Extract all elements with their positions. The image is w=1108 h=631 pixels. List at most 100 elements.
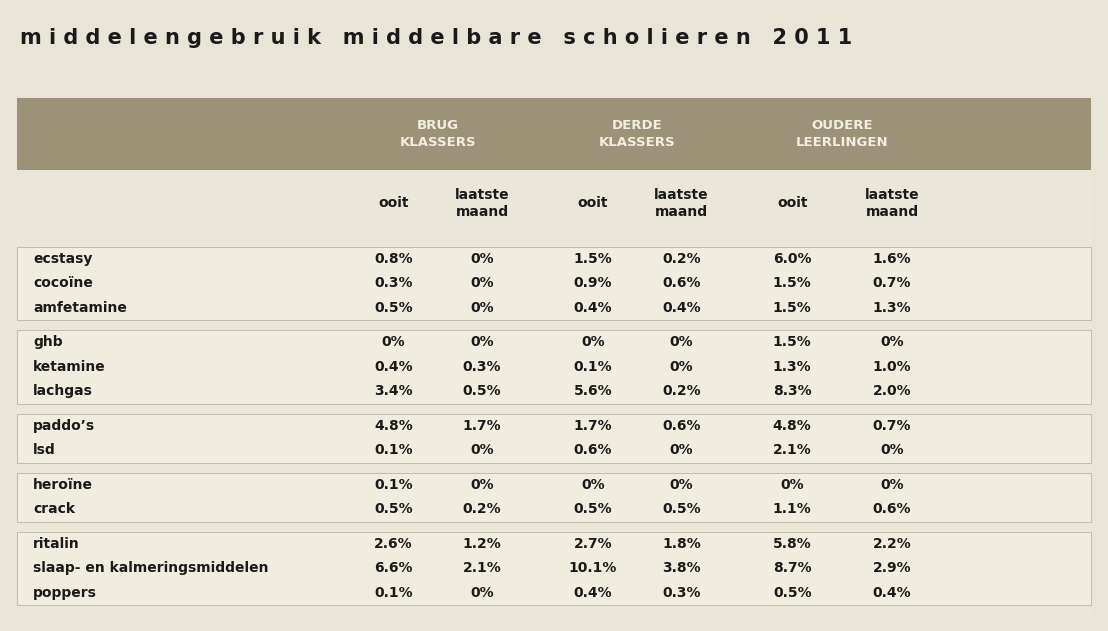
Text: 1.8%: 1.8% (663, 537, 700, 551)
Text: 0%: 0% (581, 478, 605, 492)
Text: 0.4%: 0.4% (873, 586, 911, 600)
Text: laatste
maand: laatste maand (654, 188, 709, 219)
Bar (17, 170, 1091, 237)
Text: 0%: 0% (880, 336, 904, 350)
Text: 2.7%: 2.7% (574, 537, 612, 551)
Text: 10.1%: 10.1% (568, 562, 617, 575)
Text: 0.7%: 0.7% (873, 419, 911, 433)
Text: BRUG
KLASSERS: BRUG KLASSERS (399, 119, 476, 149)
Text: 0.8%: 0.8% (375, 252, 412, 266)
Text: 0.5%: 0.5% (663, 502, 700, 516)
Text: OUDERE
LEERLINGEN: OUDERE LEERLINGEN (796, 119, 889, 149)
Text: 0.1%: 0.1% (574, 360, 612, 374)
Text: lachgas: lachgas (33, 384, 93, 398)
Text: 0%: 0% (381, 336, 406, 350)
Text: poppers: poppers (33, 586, 98, 600)
Text: 1.5%: 1.5% (773, 301, 811, 315)
Text: 6.6%: 6.6% (375, 562, 412, 575)
Text: 0.4%: 0.4% (663, 301, 700, 315)
Text: 1.1%: 1.1% (773, 502, 811, 516)
Bar (17, 247, 1091, 320)
Text: 5.6%: 5.6% (574, 384, 612, 398)
Text: 0.3%: 0.3% (375, 276, 412, 290)
Text: 1.5%: 1.5% (773, 276, 811, 290)
Text: 0%: 0% (780, 478, 804, 492)
Text: 2.1%: 2.1% (773, 444, 811, 457)
Text: 0.2%: 0.2% (663, 384, 700, 398)
Text: 0%: 0% (669, 478, 694, 492)
Text: 0.5%: 0.5% (773, 586, 811, 600)
Text: 0.5%: 0.5% (375, 502, 412, 516)
Text: ketamine: ketamine (33, 360, 106, 374)
Text: 1.7%: 1.7% (574, 419, 612, 433)
Text: 2.1%: 2.1% (463, 562, 501, 575)
Text: DERDE
KLASSERS: DERDE KLASSERS (598, 119, 676, 149)
Text: 3.8%: 3.8% (663, 562, 700, 575)
Text: 1.5%: 1.5% (574, 252, 612, 266)
Text: amfetamine: amfetamine (33, 301, 127, 315)
Text: 0.6%: 0.6% (574, 444, 612, 457)
Text: laatste
maand: laatste maand (864, 188, 920, 219)
Text: 0%: 0% (470, 444, 494, 457)
Text: 0.5%: 0.5% (463, 384, 501, 398)
Text: 0.6%: 0.6% (663, 419, 700, 433)
Text: heroïne: heroïne (33, 478, 93, 492)
Bar (17, 330, 1091, 404)
Bar (17, 414, 1091, 463)
Text: 0%: 0% (470, 276, 494, 290)
Text: 1.3%: 1.3% (873, 301, 911, 315)
Text: 0%: 0% (581, 336, 605, 350)
Text: 0%: 0% (470, 478, 494, 492)
Text: ooit: ooit (378, 196, 409, 211)
Text: 0.2%: 0.2% (663, 252, 700, 266)
Text: 1.7%: 1.7% (463, 419, 501, 433)
Text: ooit: ooit (777, 196, 808, 211)
Text: 0.2%: 0.2% (463, 502, 501, 516)
Bar (17, 532, 1091, 605)
Text: 2.6%: 2.6% (375, 537, 412, 551)
Text: 0%: 0% (470, 301, 494, 315)
Text: 0.5%: 0.5% (574, 502, 612, 516)
Text: crack: crack (33, 502, 75, 516)
Text: ritalin: ritalin (33, 537, 80, 551)
Text: 6.0%: 6.0% (773, 252, 811, 266)
Text: 5.8%: 5.8% (773, 537, 811, 551)
Text: 0.1%: 0.1% (375, 586, 412, 600)
Text: ecstasy: ecstasy (33, 252, 93, 266)
Text: 8.3%: 8.3% (773, 384, 811, 398)
Text: 1.3%: 1.3% (773, 360, 811, 374)
Text: cocoïne: cocoïne (33, 276, 93, 290)
Text: 0.1%: 0.1% (375, 444, 412, 457)
Text: 4.8%: 4.8% (375, 419, 412, 433)
Text: 0.4%: 0.4% (574, 301, 612, 315)
Bar (17, 98, 1091, 615)
Text: ghb: ghb (33, 336, 63, 350)
Text: 0.5%: 0.5% (375, 301, 412, 315)
Bar (17, 473, 1091, 522)
Text: 0%: 0% (669, 336, 694, 350)
Text: 0.9%: 0.9% (574, 276, 612, 290)
Text: 0%: 0% (880, 478, 904, 492)
Text: 0%: 0% (470, 252, 494, 266)
Text: slaap- en kalmeringsmiddelen: slaap- en kalmeringsmiddelen (33, 562, 269, 575)
Text: laatste
maand: laatste maand (454, 188, 510, 219)
Text: m i d d e l e n g e b r u i k   m i d d e l b a r e   s c h o l i e r e n   2 0 : m i d d e l e n g e b r u i k m i d d e … (20, 28, 852, 49)
Text: 4.8%: 4.8% (773, 419, 811, 433)
Text: paddo’s: paddo’s (33, 419, 95, 433)
Text: 0.3%: 0.3% (463, 360, 501, 374)
Text: 2.0%: 2.0% (873, 384, 911, 398)
Text: 8.7%: 8.7% (773, 562, 811, 575)
Text: 0%: 0% (669, 360, 694, 374)
Text: lsd: lsd (33, 444, 57, 457)
Text: 0.4%: 0.4% (574, 586, 612, 600)
Text: 0%: 0% (669, 444, 694, 457)
Text: 1.5%: 1.5% (773, 336, 811, 350)
Text: 0.4%: 0.4% (375, 360, 412, 374)
Text: 2.2%: 2.2% (873, 537, 911, 551)
Text: 0.1%: 0.1% (375, 478, 412, 492)
Text: 0.7%: 0.7% (873, 276, 911, 290)
Text: ooit: ooit (577, 196, 608, 211)
Text: 0.6%: 0.6% (663, 276, 700, 290)
Text: 0.3%: 0.3% (663, 586, 700, 600)
Text: 0%: 0% (470, 336, 494, 350)
